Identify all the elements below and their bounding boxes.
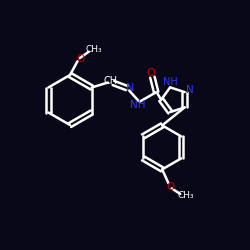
Text: CH₃: CH₃ (177, 191, 194, 200)
Text: NH: NH (130, 100, 145, 110)
Text: CH: CH (104, 76, 118, 86)
Text: NH: NH (163, 78, 178, 88)
Text: O: O (76, 54, 84, 64)
Text: N: N (186, 85, 194, 95)
Text: CH₃: CH₃ (86, 45, 102, 54)
Text: O: O (167, 182, 175, 192)
Text: O: O (146, 68, 155, 78)
Text: N: N (126, 83, 134, 93)
